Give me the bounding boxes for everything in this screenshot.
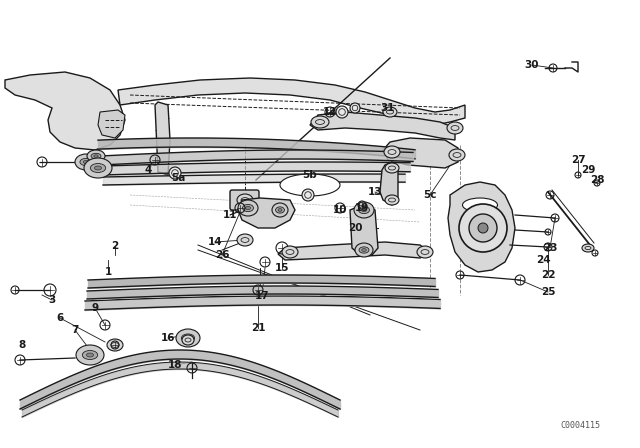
Ellipse shape <box>447 122 463 134</box>
Ellipse shape <box>463 198 497 212</box>
Ellipse shape <box>358 207 369 214</box>
Text: 9: 9 <box>92 303 99 313</box>
Text: 5c: 5c <box>423 190 436 200</box>
Circle shape <box>459 204 507 252</box>
Polygon shape <box>118 78 465 125</box>
Ellipse shape <box>385 195 399 205</box>
Ellipse shape <box>417 246 433 258</box>
Text: 16: 16 <box>161 333 175 343</box>
Polygon shape <box>380 162 398 205</box>
Text: 15: 15 <box>275 263 289 273</box>
Circle shape <box>478 223 488 233</box>
Ellipse shape <box>237 234 253 246</box>
Text: 10: 10 <box>333 205 348 215</box>
Polygon shape <box>5 72 125 150</box>
Text: 25: 25 <box>541 287 556 297</box>
Text: 18: 18 <box>168 360 182 370</box>
Circle shape <box>350 103 360 113</box>
Text: 6: 6 <box>56 313 63 323</box>
Text: 4: 4 <box>144 165 152 175</box>
Ellipse shape <box>384 146 400 158</box>
Polygon shape <box>350 205 378 255</box>
Ellipse shape <box>80 159 92 166</box>
Circle shape <box>336 106 348 118</box>
Ellipse shape <box>276 207 284 213</box>
Ellipse shape <box>75 154 97 170</box>
FancyBboxPatch shape <box>230 190 259 210</box>
Ellipse shape <box>86 353 93 357</box>
Text: 29: 29 <box>581 165 595 175</box>
Text: 20: 20 <box>348 223 362 233</box>
Ellipse shape <box>243 204 253 211</box>
Ellipse shape <box>582 244 594 252</box>
Ellipse shape <box>311 116 329 128</box>
Ellipse shape <box>385 163 399 173</box>
Ellipse shape <box>76 345 104 365</box>
Ellipse shape <box>176 329 200 347</box>
Ellipse shape <box>84 158 112 178</box>
Ellipse shape <box>246 207 250 210</box>
Text: 31: 31 <box>381 103 396 113</box>
Ellipse shape <box>107 339 123 351</box>
Ellipse shape <box>272 203 288 217</box>
Circle shape <box>169 167 181 179</box>
Text: 1: 1 <box>104 267 111 277</box>
Ellipse shape <box>354 202 374 218</box>
Ellipse shape <box>383 107 397 117</box>
Polygon shape <box>98 110 125 138</box>
Ellipse shape <box>278 209 282 211</box>
Ellipse shape <box>90 164 106 172</box>
Ellipse shape <box>87 150 105 162</box>
Polygon shape <box>310 112 455 140</box>
Ellipse shape <box>282 246 298 258</box>
Polygon shape <box>238 198 295 228</box>
Text: 23: 23 <box>543 243 557 253</box>
Ellipse shape <box>238 200 258 216</box>
Text: 3: 3 <box>49 295 56 305</box>
Text: 14: 14 <box>208 237 222 247</box>
Ellipse shape <box>185 336 191 340</box>
Text: 13: 13 <box>368 187 382 197</box>
Text: 2: 2 <box>111 241 118 251</box>
Text: 5b: 5b <box>303 170 317 180</box>
Ellipse shape <box>280 174 340 196</box>
Ellipse shape <box>83 350 98 359</box>
Polygon shape <box>155 102 170 175</box>
Text: 17: 17 <box>255 291 269 301</box>
Polygon shape <box>278 242 430 260</box>
Ellipse shape <box>355 243 373 257</box>
Ellipse shape <box>362 249 366 251</box>
Ellipse shape <box>93 155 99 157</box>
Text: 21: 21 <box>251 323 265 333</box>
Ellipse shape <box>91 153 101 159</box>
Ellipse shape <box>362 208 367 211</box>
Ellipse shape <box>449 149 465 161</box>
Text: 28: 28 <box>589 175 604 185</box>
Ellipse shape <box>83 160 89 164</box>
Text: 11: 11 <box>223 210 237 220</box>
Circle shape <box>302 189 314 201</box>
Ellipse shape <box>95 166 102 170</box>
Text: 19: 19 <box>355 203 369 213</box>
Text: C0004115: C0004115 <box>560 421 600 430</box>
Ellipse shape <box>237 194 253 206</box>
Text: 5a: 5a <box>171 173 185 183</box>
Text: 24: 24 <box>536 255 550 265</box>
Ellipse shape <box>181 334 195 342</box>
Polygon shape <box>383 138 458 168</box>
Text: 26: 26 <box>215 250 229 260</box>
Text: 22: 22 <box>541 270 556 280</box>
Text: 27: 27 <box>571 155 586 165</box>
Text: 7: 7 <box>71 325 79 335</box>
Ellipse shape <box>359 247 369 253</box>
Text: 30: 30 <box>525 60 540 70</box>
Text: 8: 8 <box>19 340 26 350</box>
Circle shape <box>469 214 497 242</box>
Text: 12: 12 <box>323 107 337 117</box>
Ellipse shape <box>182 335 194 345</box>
Polygon shape <box>448 182 515 272</box>
